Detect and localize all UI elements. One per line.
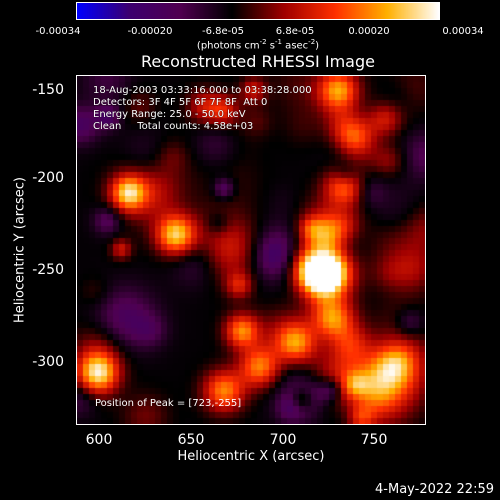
y-tick-label: -150 [32, 82, 64, 98]
info-detectors: Detectors: 3F 4F 5F 6F 7F 8F Att 0 [93, 97, 268, 108]
y-tick-label: -300 [32, 354, 64, 370]
x-tick-label: 600 [85, 432, 113, 448]
x-axis-label: Heliocentric X (arcsec) [177, 449, 325, 464]
rhessi-image [76, 75, 426, 425]
colorbar-tick: -6.8e-05 [202, 26, 244, 37]
y-tick-label: -200 [32, 170, 64, 186]
colorbar-tick: 6.8e-05 [275, 26, 315, 37]
info-clean-counts: Clean Total counts: 4.58e+03 [93, 121, 254, 132]
peak-position: Position of Peak = [723,-255] [95, 398, 242, 409]
reconstructed-image-map [77, 76, 425, 424]
colorbar-tick: -0.00034 [35, 26, 81, 37]
colorbar-gradient [76, 2, 440, 20]
plot-datestamp: 4-May-2022 22:59 [375, 482, 494, 497]
x-tick-label: 750 [360, 432, 388, 448]
image-title: Reconstructed RHESSI Image [141, 52, 375, 71]
colorbar-tick: 0.00020 [348, 26, 390, 37]
colorbar-tick: 0.00034 [442, 26, 484, 37]
y-axis-label: Heliocentric Y (arcsec) [12, 177, 28, 323]
y-tick-label: -250 [32, 262, 64, 278]
colorbar-units: (photons cm-2 s-1 asec-2) [196, 38, 320, 52]
x-tick-label: 650 [177, 432, 205, 448]
colorbar-tick: -0.00020 [127, 26, 173, 37]
x-tick-label: 700 [269, 432, 297, 448]
info-energy-range: Energy Range: 25.0 - 50.0 keV [93, 109, 246, 120]
info-time-range: 18-Aug-2003 03:33:16.000 to 03:38:28.000 [93, 85, 312, 96]
